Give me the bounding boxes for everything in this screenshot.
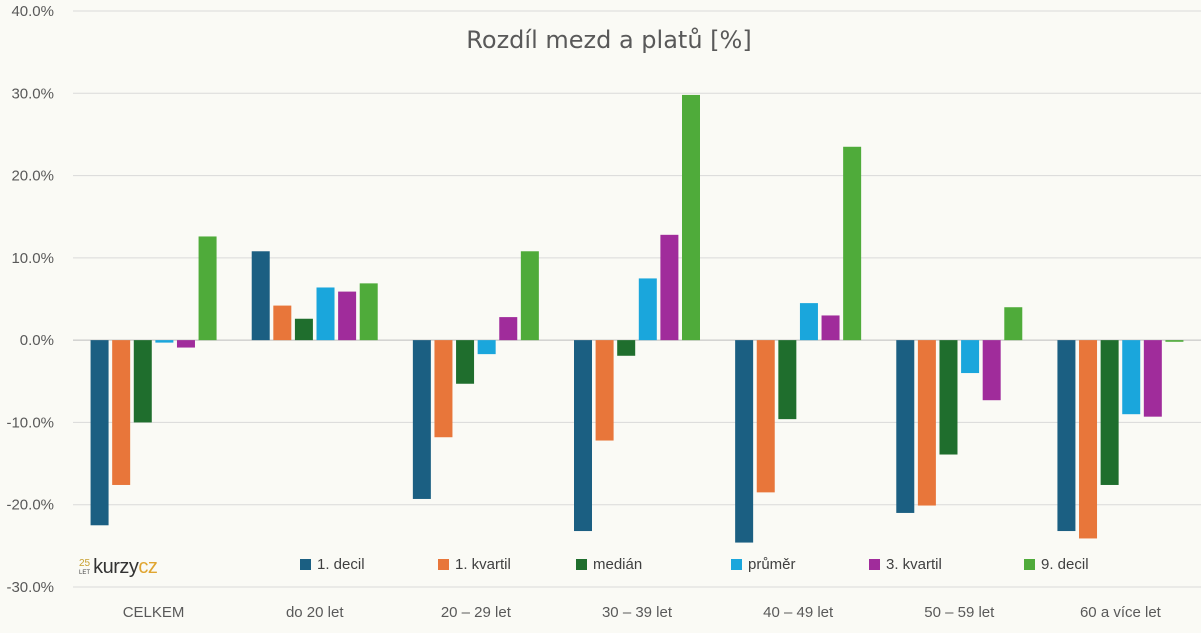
bar <box>595 340 614 441</box>
y-tick-label: 0.0% <box>20 332 54 349</box>
bar <box>412 340 431 499</box>
bar <box>982 340 1001 401</box>
bar <box>499 317 518 341</box>
legend-swatch <box>576 558 587 570</box>
bar <box>338 291 357 341</box>
bar <box>316 287 335 341</box>
bar <box>477 340 496 355</box>
y-tick-label: 20.0% <box>11 168 54 185</box>
bar <box>1004 307 1023 341</box>
bar <box>90 340 109 526</box>
bar <box>1122 340 1141 415</box>
y-tick-label: -10.0% <box>6 414 54 431</box>
y-tick-label: 40.0% <box>11 3 54 20</box>
x-tick-label: do 20 let <box>286 604 344 621</box>
x-tick-label: 50 – 59 let <box>924 604 995 621</box>
bar <box>359 283 378 341</box>
bar <box>1143 340 1162 417</box>
logo-badge: 25 LET <box>79 559 90 577</box>
bar <box>799 303 818 341</box>
bar <box>273 305 292 341</box>
bar <box>1079 340 1098 539</box>
bar <box>1100 340 1119 485</box>
logo-badge-sub: LET <box>79 570 91 576</box>
bar <box>896 340 915 513</box>
logo-badge-number: 25 <box>79 558 91 569</box>
legend-item: medián <box>576 556 731 573</box>
bar <box>961 340 980 374</box>
bar <box>434 340 453 438</box>
legend-label: medián <box>593 555 643 573</box>
bar <box>155 340 174 343</box>
legend-item: 1. decil <box>300 556 438 573</box>
legend-label: 3. kvartil <box>886 555 942 573</box>
x-tick-label: 20 – 29 let <box>441 604 512 621</box>
bar <box>638 278 657 341</box>
chart-legend: 1. decil 1. kvartil medián průměr 3. kvartil… <box>300 554 1134 574</box>
bar <box>1057 340 1076 532</box>
legend-swatch <box>300 558 311 570</box>
x-tick-label: 60 a více let <box>1080 604 1162 621</box>
bar <box>574 340 592 532</box>
legend-swatch <box>869 558 880 570</box>
bar <box>735 340 754 543</box>
x-tick-label: 30 – 39 let <box>602 604 673 621</box>
bar <box>617 340 636 356</box>
bar <box>456 340 475 384</box>
y-tick-label: -30.0% <box>6 579 54 596</box>
chart-title: Rozdíl mezd a platů [%] <box>466 26 752 54</box>
bar <box>520 251 539 341</box>
bar <box>821 315 840 341</box>
y-tick-label: 10.0% <box>11 250 54 267</box>
legend-label: 9. decil <box>1041 555 1089 573</box>
bar <box>294 318 313 341</box>
legend-swatch <box>1024 558 1035 570</box>
logo-text-main: kurzy <box>93 556 139 578</box>
legend-item: průměr <box>731 556 869 573</box>
kurzy-logo: 25 LET kurzycz <box>79 555 158 578</box>
bar <box>133 340 152 423</box>
legend-swatch <box>731 558 742 570</box>
bar <box>176 340 195 348</box>
bar <box>917 340 936 506</box>
bar <box>112 340 131 485</box>
legend-item: 1. kvartil <box>438 556 576 573</box>
legend-item: 9. decil <box>1024 556 1134 573</box>
bar <box>660 234 679 341</box>
x-tick-label: 40 – 49 let <box>763 604 834 621</box>
logo-text: kurzycz <box>93 556 158 578</box>
bar <box>682 94 700 341</box>
legend-swatch <box>438 558 449 570</box>
legend-item: 3. kvartil <box>869 556 1024 573</box>
y-tick-label: 30.0% <box>11 85 54 102</box>
legend-label: 1. decil <box>317 555 365 573</box>
legend-label: 1. kvartil <box>455 555 511 573</box>
bar <box>756 340 775 493</box>
bar <box>939 340 958 455</box>
legend-label: průměr <box>748 555 796 573</box>
bar <box>251 251 270 341</box>
bar <box>198 236 217 341</box>
logo-text-accent: cz <box>138 556 158 578</box>
bar <box>778 340 797 420</box>
x-tick-label: CELKEM <box>123 604 185 621</box>
bar <box>1165 340 1184 342</box>
y-tick-label: -20.0% <box>6 497 54 514</box>
bar <box>843 146 862 341</box>
